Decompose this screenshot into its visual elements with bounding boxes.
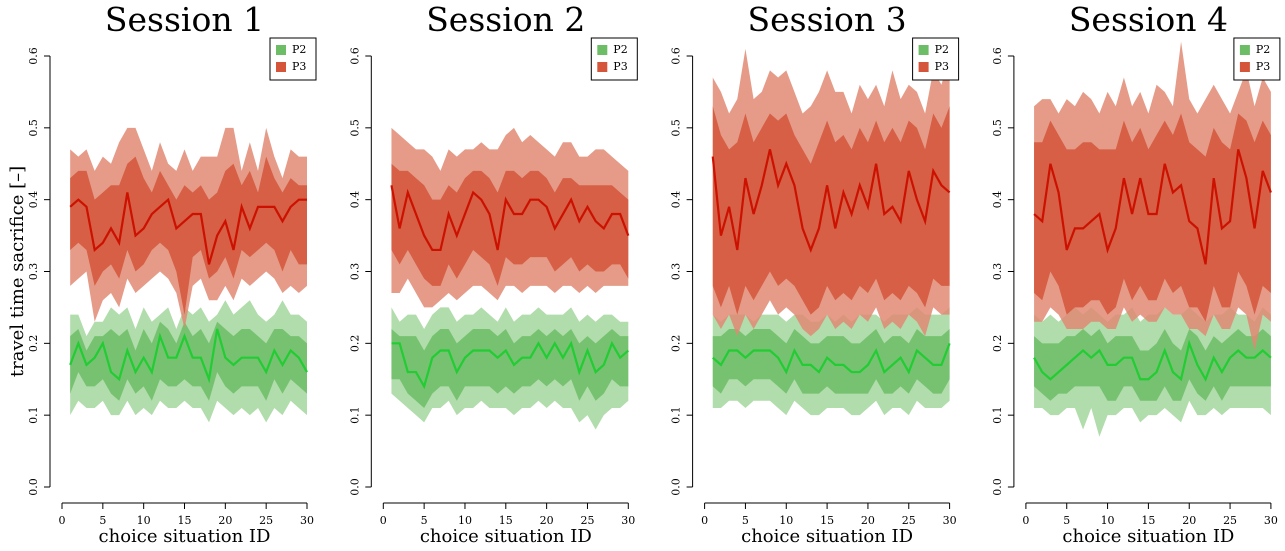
legend-label: P2 (1256, 43, 1270, 56)
y-tick-label: 0.4 (670, 191, 683, 209)
y-tick-label: 0.2 (348, 335, 361, 353)
legend-label: P2 (292, 43, 306, 56)
inner-band (70, 156, 308, 315)
inner-band (391, 163, 629, 286)
x-tick-label: 30 (621, 514, 635, 527)
x-tick-label: 25 (902, 514, 916, 527)
y-tick-label: 0.0 (27, 478, 40, 496)
median-line (69, 192, 307, 265)
y-tick-label: 0.2 (670, 335, 683, 353)
y-axis-label: travel time sacrifice [–] (7, 166, 28, 377)
x-tick-label: 10 (779, 514, 793, 527)
x-tick-label: 5 (99, 514, 106, 527)
median-line (69, 328, 308, 384)
y-tick-label: 0.5 (348, 119, 361, 137)
x-tick-label: 15 (499, 514, 513, 527)
y-tick-label: 0.3 (348, 263, 361, 281)
x-tick-label: 25 (259, 514, 273, 527)
y-tick-label: 0.0 (670, 478, 683, 496)
x-tick-label: 5 (421, 514, 428, 527)
y-tick-label: 0.3 (991, 263, 1004, 281)
y-tick-label: 0.2 (27, 335, 40, 353)
legend-swatch (1239, 45, 1250, 55)
legend-label: P3 (292, 60, 306, 73)
y-tick-label: 0.3 (670, 263, 683, 281)
x-tick-label: 0 (380, 514, 387, 527)
legend-swatch (918, 62, 929, 72)
median-line (1033, 339, 1272, 382)
x-tick-label: 20 (540, 514, 554, 527)
x-tick-label: 10 (458, 514, 472, 527)
legend-swatch (276, 62, 286, 72)
median-line (712, 342, 951, 375)
legend-label: P3 (613, 60, 627, 73)
y-tick-label: 0.2 (991, 335, 1004, 353)
panel-title: Session 4 (1069, 0, 1228, 39)
x-tick-label: 10 (1101, 514, 1115, 527)
inner-band (70, 321, 308, 401)
legend-label: P3 (1256, 60, 1270, 73)
y-tick-label: 0.5 (670, 119, 683, 137)
legend-label: P2 (613, 43, 627, 56)
legend-label: P2 (935, 43, 949, 56)
legend-swatch (1239, 62, 1250, 72)
legend-swatch (597, 62, 608, 72)
x-axis-label: choice situation ID (420, 526, 592, 547)
legend-swatch (276, 45, 286, 55)
x-tick-label: 5 (742, 514, 749, 527)
y-tick-label: 0.1 (27, 406, 40, 424)
y-tick-label: 0.4 (348, 191, 361, 209)
y-tick-label: 0.3 (27, 263, 40, 281)
x-tick-label: 20 (218, 514, 232, 527)
x-tick-label: 15 (1141, 514, 1155, 527)
x-tick-label: 15 (820, 514, 834, 527)
median-line (1033, 149, 1272, 265)
x-tick-label: 0 (701, 514, 708, 527)
x-axis-label: choice situation ID (1062, 526, 1234, 547)
y-tick-label: 0.6 (670, 47, 683, 65)
median-line (390, 185, 630, 252)
x-tick-label: 30 (300, 514, 314, 527)
y-tick-label: 0.6 (27, 47, 40, 65)
median-line (391, 340, 630, 390)
x-tick-label: 30 (1264, 514, 1278, 527)
x-tick-label: 0 (1022, 514, 1029, 527)
y-tick-label: 0.4 (27, 191, 40, 209)
y-tick-label: 0.0 (348, 478, 361, 496)
inner-band (1034, 113, 1271, 322)
y-tick-label: 0.0 (991, 478, 1004, 496)
x-tick-label: 20 (861, 514, 875, 527)
panel-title: Session 2 (426, 0, 585, 39)
panel-title: Session 1 (105, 0, 264, 39)
x-axis-label: choice situation ID (741, 526, 913, 547)
legend-swatch (597, 45, 608, 55)
y-tick-label: 0.4 (991, 191, 1004, 209)
x-tick-label: 20 (1182, 514, 1196, 527)
x-tick-label: 25 (580, 514, 594, 527)
y-tick-label: 0.1 (991, 406, 1004, 424)
legend-label: P3 (935, 60, 949, 73)
median-line (711, 149, 951, 254)
x-tick-label: 5 (1063, 514, 1070, 527)
y-tick-label: 0.5 (991, 119, 1004, 137)
x-tick-label: 30 (943, 514, 957, 527)
x-tick-label: 25 (1223, 514, 1237, 527)
y-tick-label: 0.1 (670, 406, 683, 424)
x-tick-label: 0 (59, 514, 66, 527)
y-tick-label: 0.6 (348, 47, 361, 65)
inner-band (1034, 328, 1271, 401)
x-axis-label: choice situation ID (99, 526, 271, 547)
y-tick-label: 0.5 (27, 119, 40, 137)
y-tick-label: 0.6 (991, 47, 1004, 65)
x-tick-label: 10 (137, 514, 151, 527)
x-tick-label: 15 (178, 514, 192, 527)
panel-title: Session 3 (748, 0, 907, 39)
y-tick-label: 0.1 (348, 406, 361, 424)
legend-swatch (918, 45, 929, 55)
